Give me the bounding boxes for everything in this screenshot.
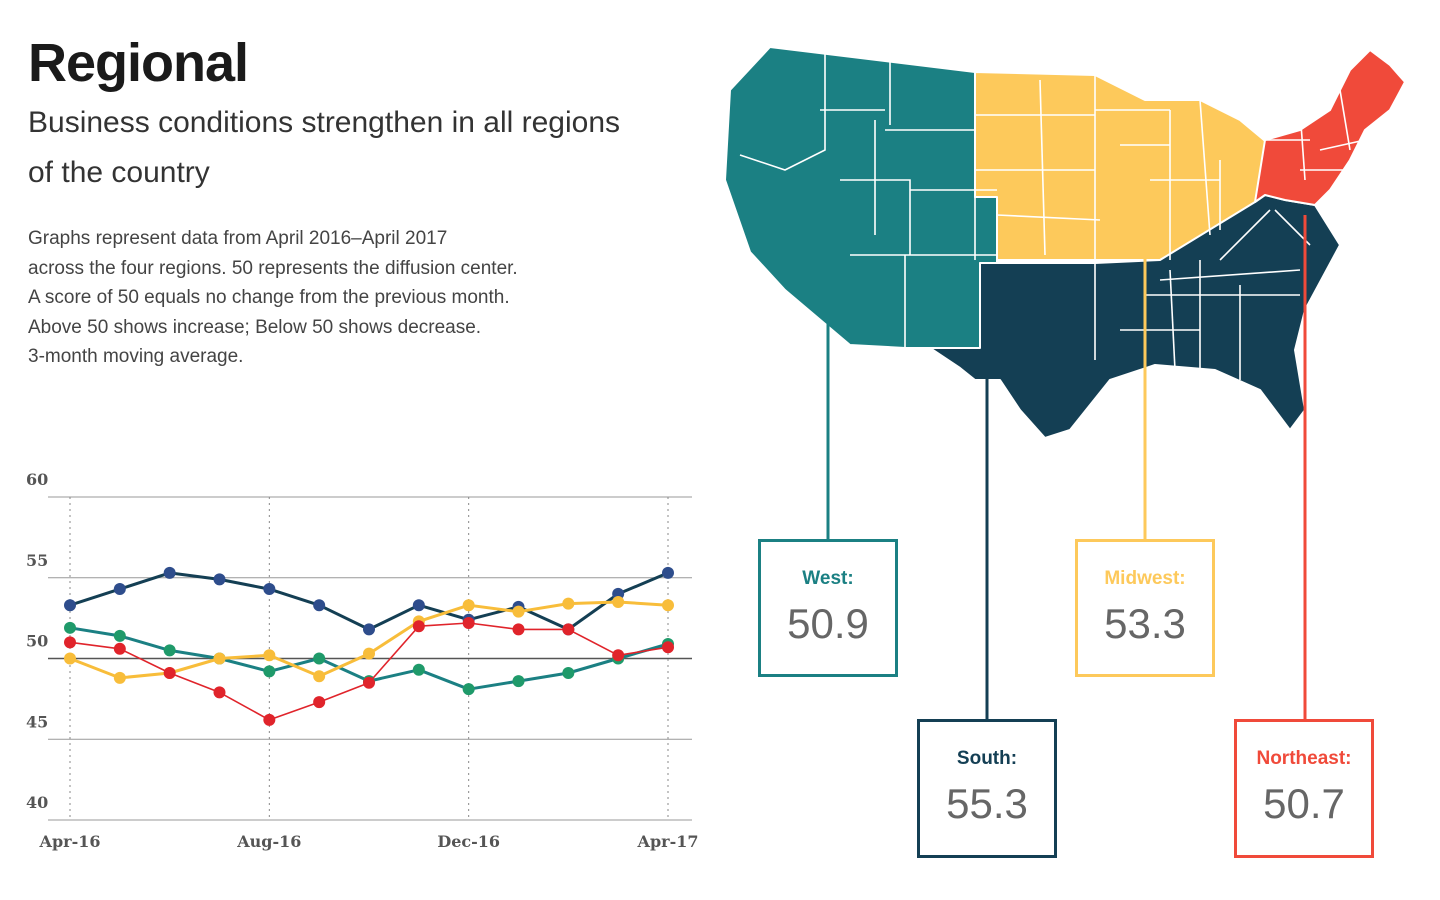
chart-series — [64, 566, 674, 726]
page-subtitle: Business conditions strengthen in all re… — [28, 106, 621, 189]
west-value-box: West: 50.9 — [758, 539, 898, 677]
south-point — [163, 566, 176, 579]
state-border — [1319, 139, 1366, 151]
south-label: South: — [956, 748, 1018, 769]
x-tick-label: Aug-16 — [236, 832, 301, 851]
midwest-point — [313, 670, 326, 683]
chart-description: Graphs represent data from April 2016–Ap… — [28, 224, 668, 372]
midwest-point — [562, 597, 575, 610]
state-border — [1339, 89, 1351, 151]
south-point — [64, 599, 76, 612]
northeast-point — [612, 649, 625, 662]
northeast-label: Northeast: — [1256, 748, 1352, 769]
state-border — [1039, 79, 1046, 256]
northeast-point — [313, 696, 326, 709]
midwest-series — [64, 595, 674, 684]
x-tick-label: Dec-16 — [437, 832, 500, 851]
northeast-point — [412, 620, 425, 633]
northeast-point — [512, 623, 525, 636]
state-border — [1199, 99, 1211, 236]
midwest-point — [512, 605, 525, 618]
west-point — [562, 667, 575, 680]
midwest-line — [69, 600, 669, 680]
x-axis-labels: Apr-16 Aug-16 Dec-16 Apr-17 — [39, 832, 699, 851]
us-regions-map — [724, 46, 1406, 719]
x-tick-label: Apr-16 — [39, 832, 101, 851]
description-line: 3-month moving average. — [28, 346, 244, 367]
south-point — [213, 573, 226, 586]
west-point — [163, 644, 176, 657]
midwest-value: 53.3 — [1104, 600, 1186, 647]
west-label: West: — [802, 568, 854, 589]
south-point — [313, 599, 326, 612]
state-border — [1169, 269, 1176, 371]
midwest-label: Midwest: — [1104, 568, 1186, 589]
west-point — [113, 629, 126, 642]
midwest-point — [263, 649, 276, 662]
leader-lines — [826, 215, 1307, 719]
south-point — [263, 583, 276, 596]
northeast-point — [562, 623, 575, 636]
state-border — [996, 214, 1101, 221]
midwest-point — [213, 652, 226, 665]
description-line: across the four regions. 50 represents t… — [28, 257, 518, 279]
y-tick-label: 40 — [26, 793, 48, 812]
west-point — [512, 675, 525, 688]
page-title: Regional — [28, 33, 249, 93]
midwest-point — [462, 599, 475, 612]
midwest-point — [612, 595, 625, 608]
state-border — [840, 179, 911, 255]
midwest-point — [113, 671, 126, 684]
x-tick-label: Apr-17 — [637, 832, 699, 851]
description-line: A score of 50 equals no change from the … — [28, 287, 510, 308]
midwest-point — [64, 652, 76, 665]
west-region — [724, 46, 998, 349]
northeast-point — [662, 641, 674, 654]
northeast-point — [213, 686, 226, 699]
midwest-point — [363, 647, 375, 660]
y-tick-label: 50 — [26, 632, 48, 651]
y-tick-label: 60 — [26, 470, 48, 489]
west-point — [313, 652, 326, 665]
west-point — [462, 683, 475, 696]
y-tick-label: 55 — [26, 551, 48, 570]
south-point — [113, 583, 126, 596]
northeast-region — [1254, 49, 1406, 206]
south-value-box: South: 55.3 — [917, 719, 1057, 858]
south-value: 55.3 — [946, 780, 1028, 827]
south-point — [412, 599, 425, 612]
west-point — [412, 663, 425, 676]
west-point — [64, 621, 76, 634]
west-point — [263, 665, 276, 678]
northeast-point — [64, 636, 76, 649]
west-region-shape — [724, 46, 998, 349]
description-line: Above 50 shows increase; Below 50 shows … — [28, 316, 482, 338]
south-line — [69, 571, 669, 631]
south-point — [363, 623, 375, 636]
state-borders — [739, 50, 1366, 380]
northeast-value-box: Northeast: 50.7 — [1234, 719, 1374, 858]
northeast-point — [113, 642, 126, 655]
description-line: Graphs represent data from April 2016–Ap… — [28, 228, 448, 249]
northeast-point — [263, 713, 276, 726]
state-border — [1219, 209, 1271, 261]
midwest-point — [662, 599, 674, 612]
y-tick-label: 45 — [26, 712, 48, 731]
regional-line-chart: 60 55 50 45 40 Apr-16 Aug-16 Dec-16 Apr-… — [26, 470, 699, 851]
midwest-value-box: Midwest: 53.3 — [1075, 539, 1215, 677]
northeast-region-shape — [1254, 49, 1406, 206]
northeast-value: 50.7 — [1263, 780, 1345, 827]
northeast-point — [363, 676, 375, 689]
northeast-point — [163, 667, 176, 680]
y-axis-labels: 60 55 50 45 40 — [26, 470, 48, 812]
south-point — [662, 566, 674, 579]
state-border — [1159, 269, 1301, 281]
northeast-point — [462, 616, 475, 629]
state-border — [1299, 109, 1306, 181]
west-value: 50.9 — [787, 600, 869, 647]
south-series — [64, 566, 674, 636]
northeast-series — [64, 616, 674, 726]
state-border — [739, 50, 826, 171]
